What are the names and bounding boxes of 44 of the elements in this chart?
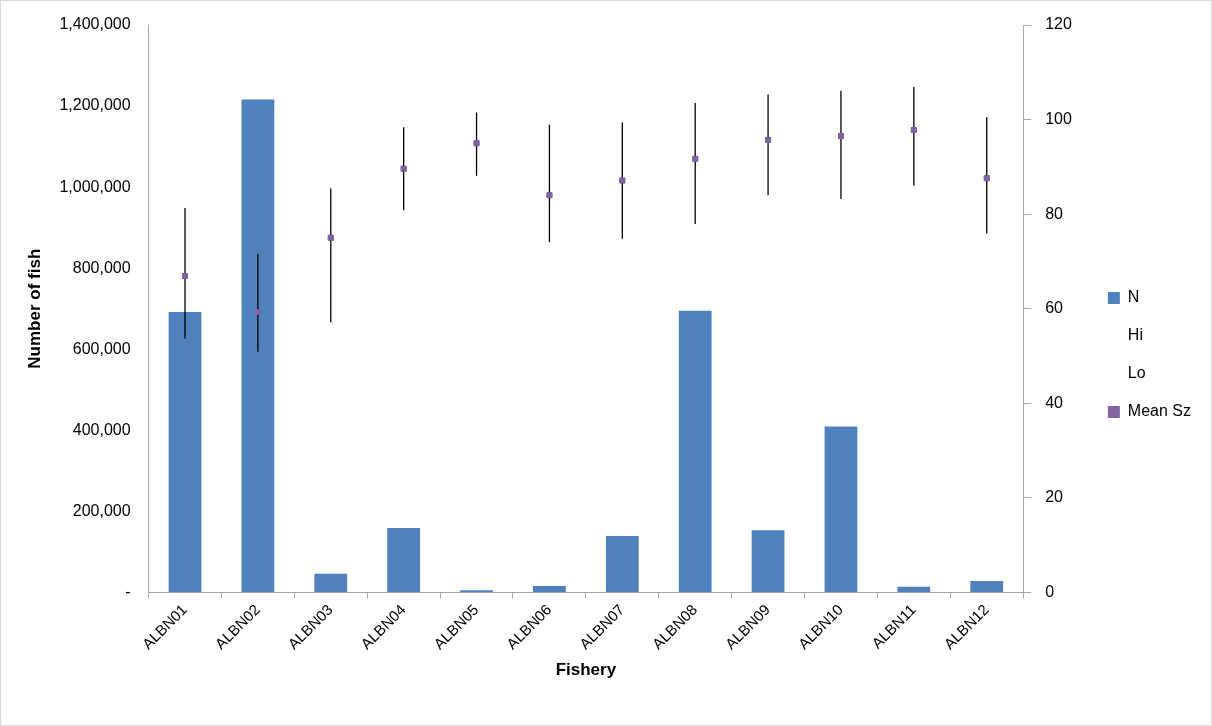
bar [605,536,639,593]
y2-tick-label: 100 [1045,109,1072,127]
x-axis-title: Fishery [555,660,617,680]
bar [241,99,275,593]
point [254,309,261,315]
bar [824,426,858,593]
legend-label: Hi [1127,326,1143,344]
bar [533,585,566,593]
y2-tick-label: 0 [1045,582,1055,600]
bar [751,530,785,593]
y-tick-label: 1,400,000 [59,15,131,33]
y2-tick-label: 120 [1045,15,1072,33]
point [473,140,480,147]
bar [387,527,421,593]
y2-tick-label: 60 [1045,299,1064,317]
bar [460,590,493,593]
y-axis-title: Number of fish [24,248,44,369]
y2-tick-label: 40 [1045,393,1064,411]
point [327,234,334,241]
legend-label: N [1127,288,1140,306]
y-tick-label: 600,000 [72,339,131,357]
y-tick-label: 200,000 [72,501,131,519]
point [546,192,553,199]
legend-label: Mean Sz [1127,402,1191,420]
point [619,177,626,184]
y-tick-label: 1,200,000 [59,96,131,114]
point [837,133,844,140]
bar [314,573,348,593]
y-tick-label: 800,000 [72,258,131,276]
y2-tick-label: 20 [1045,488,1064,506]
point [983,175,990,182]
bar [168,311,202,593]
bar [678,310,712,593]
point [765,136,772,143]
point [692,155,699,162]
legend-label: Lo [1127,364,1146,382]
y2-tick-label: 80 [1045,204,1064,222]
y-tick-label: - [125,582,131,600]
bar [970,581,1004,593]
y-tick-label: 1,000,000 [59,177,131,195]
point [910,126,917,133]
point [182,273,188,280]
y-tick-label: 400,000 [72,420,131,438]
point [400,165,407,172]
